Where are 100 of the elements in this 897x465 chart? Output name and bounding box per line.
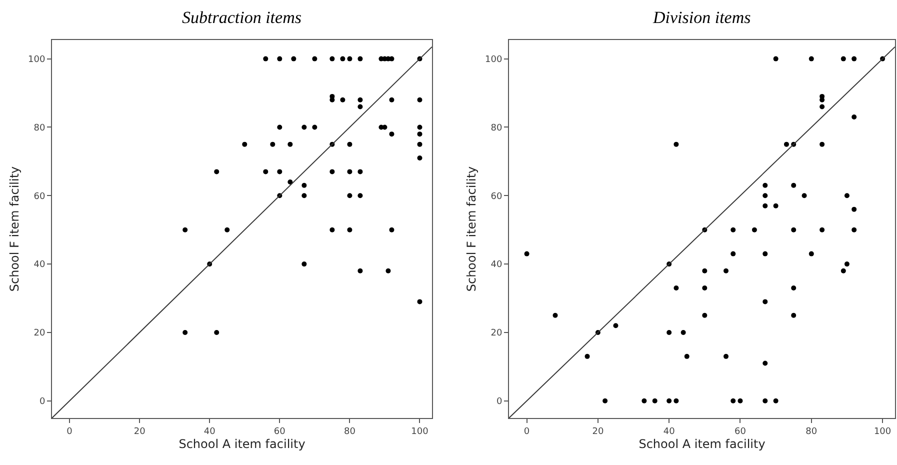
point [302,182,307,188]
y-axis-title: School F item facility [7,166,22,292]
point [674,142,679,147]
point [277,169,282,174]
point [291,56,296,62]
x-tick-label: 20 [134,426,146,437]
point [386,268,391,274]
y-tick-label: 100 [28,54,46,65]
x-tick-label: 80 [806,426,818,437]
point [389,132,394,137]
point [773,203,778,208]
point [277,56,282,62]
chart-title: Subtraction items [182,8,302,27]
point [288,179,293,184]
point [808,251,814,256]
point [330,227,335,232]
point [791,312,796,318]
x-axis-title: School A item facility [638,436,766,451]
point [263,169,268,174]
point [277,124,282,130]
point [584,354,590,359]
point [762,182,768,188]
point [214,169,220,174]
point [674,398,679,404]
point [852,56,857,62]
point [302,124,307,130]
point [263,56,268,62]
x-tick-label: 60 [274,426,286,437]
point [762,299,768,304]
x-tick-label: 0 [524,426,530,437]
point [752,227,757,232]
point [312,56,318,62]
point [417,97,422,102]
point [214,330,220,335]
y-tick-label: 80 [490,123,502,134]
point [552,312,558,318]
point [802,193,807,198]
point [684,354,690,359]
point [840,56,846,62]
point [724,268,729,274]
point [820,227,825,232]
point [417,156,422,161]
point [224,227,230,232]
point [666,398,672,404]
point [524,251,530,256]
point [852,114,857,120]
point [417,142,422,147]
point [730,227,736,232]
y-tick-label: 60 [490,192,502,202]
point [724,354,729,359]
point [784,142,789,147]
point [666,330,672,335]
point [417,124,422,130]
y-tick-label: 100 [485,54,502,65]
point [330,56,335,62]
point [791,227,796,232]
x-tick-label: 0 [66,426,73,437]
point [702,286,708,291]
y-tick-label: 80 [34,123,46,134]
point [762,251,768,256]
point [738,398,743,404]
point [347,193,352,198]
point [773,56,778,62]
x-tick-label: 20 [592,426,604,437]
point [730,251,736,256]
point [340,97,346,102]
y-tick-label: 0 [39,397,46,408]
point [242,142,248,147]
point [791,182,796,188]
point [820,104,825,110]
point [762,193,768,198]
point [389,97,394,102]
chart-title: Division items [652,8,752,27]
point [358,104,363,110]
point [674,286,679,291]
point [330,169,335,174]
point [613,323,618,328]
point [312,124,318,130]
point [762,398,768,404]
point [652,398,658,404]
point [808,56,814,62]
x-tick-label: 100 [411,426,429,437]
point [358,268,363,274]
x-tick-label: 80 [344,426,356,437]
point [347,142,352,147]
point [417,299,422,304]
x-tick-label: 60 [734,426,746,437]
point [762,360,768,366]
point [340,56,346,62]
point [602,398,608,404]
y-tick-label: 60 [34,192,46,202]
x-axis-title: School A item facility [178,436,306,451]
point [182,330,188,335]
point [417,132,422,137]
y-tick-label: 40 [490,260,502,270]
point [852,206,857,212]
point [288,142,293,147]
point [389,227,394,232]
point [347,169,352,174]
point [680,330,686,335]
